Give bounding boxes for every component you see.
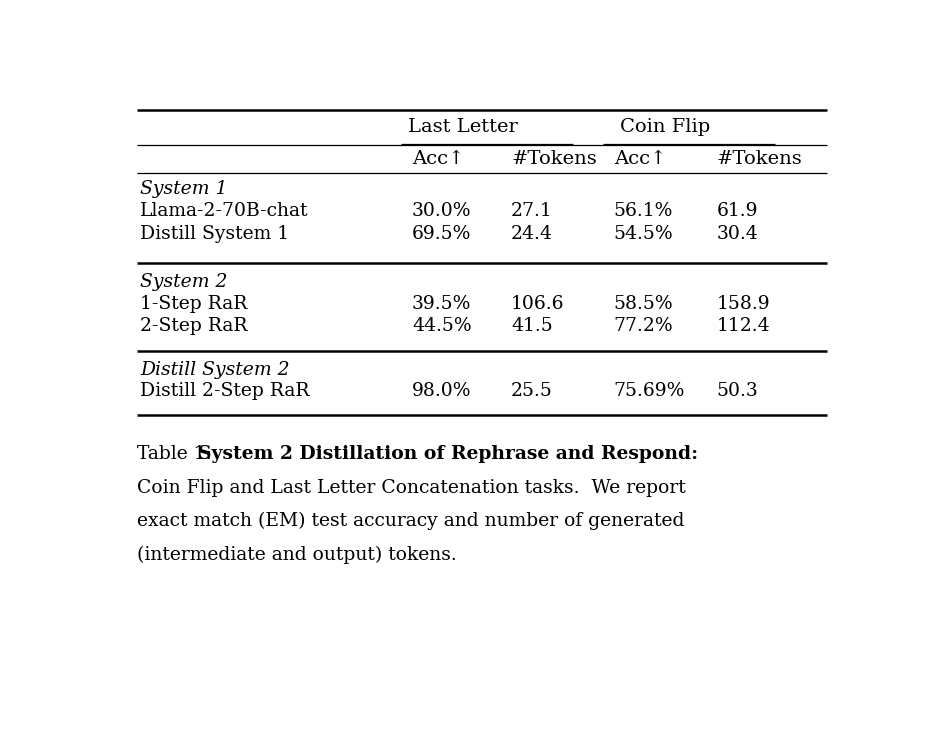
Text: 61.9: 61.9 — [717, 202, 758, 220]
Text: 30.4: 30.4 — [717, 225, 759, 243]
Text: 158.9: 158.9 — [717, 295, 770, 313]
Text: exact match (EM) test accuracy and number of generated: exact match (EM) test accuracy and numbe… — [136, 512, 684, 530]
Text: Llama-2-70B-chat: Llama-2-70B-chat — [140, 202, 309, 220]
Text: #Tokens: #Tokens — [717, 150, 802, 168]
Text: Coin Flip: Coin Flip — [620, 118, 710, 136]
Text: System 2: System 2 — [140, 273, 228, 291]
Text: System 1: System 1 — [140, 180, 228, 198]
Text: Distill System 1: Distill System 1 — [140, 225, 290, 243]
Text: Last Letter: Last Letter — [408, 118, 518, 136]
Text: Acc↑: Acc↑ — [412, 150, 464, 168]
Text: 1-Step RaR: 1-Step RaR — [140, 295, 248, 313]
Text: Acc↑: Acc↑ — [614, 150, 667, 168]
Text: 2-Step RaR: 2-Step RaR — [140, 317, 248, 335]
Text: 69.5%: 69.5% — [412, 225, 472, 243]
Text: 41.5: 41.5 — [511, 317, 553, 335]
Text: 75.69%: 75.69% — [614, 382, 685, 400]
Text: 27.1: 27.1 — [511, 202, 553, 220]
Text: 39.5%: 39.5% — [412, 295, 472, 313]
Text: Distill System 2: Distill System 2 — [140, 361, 290, 379]
Text: 30.0%: 30.0% — [412, 202, 472, 220]
Text: 24.4: 24.4 — [511, 225, 553, 243]
Text: 106.6: 106.6 — [511, 295, 564, 313]
Text: 50.3: 50.3 — [717, 382, 759, 400]
Text: Table 1:: Table 1: — [136, 446, 218, 464]
Text: Distill 2-Step RaR: Distill 2-Step RaR — [140, 382, 310, 400]
Text: 25.5: 25.5 — [511, 382, 553, 400]
Text: (intermediate and output) tokens.: (intermediate and output) tokens. — [136, 546, 456, 564]
Text: 54.5%: 54.5% — [614, 225, 673, 243]
Text: #Tokens: #Tokens — [511, 150, 597, 168]
Text: 77.2%: 77.2% — [614, 317, 673, 335]
Text: 112.4: 112.4 — [717, 317, 770, 335]
Text: 56.1%: 56.1% — [614, 202, 673, 220]
Text: 98.0%: 98.0% — [412, 382, 472, 400]
Text: System 2 Distillation of Rephrase and Respond:: System 2 Distillation of Rephrase and Re… — [198, 446, 698, 464]
Text: 58.5%: 58.5% — [614, 295, 673, 313]
Text: Coin Flip and Last Letter Concatenation tasks.  We report: Coin Flip and Last Letter Concatenation … — [136, 478, 686, 496]
Text: 44.5%: 44.5% — [412, 317, 472, 335]
